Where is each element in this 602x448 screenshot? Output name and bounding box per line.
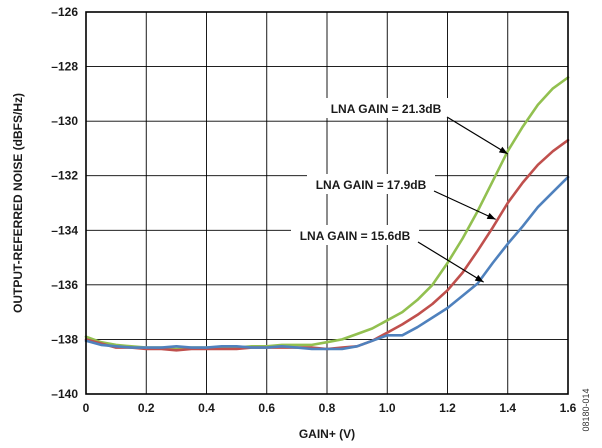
y-tick-label: –134 (51, 223, 78, 237)
annotation-label: LNA GAIN = 17.9dB (316, 178, 427, 192)
annotation-label: LNA GAIN = 15.6dB (300, 229, 411, 243)
x-tick-label: 0.8 (319, 401, 336, 415)
annotation-arrowhead (474, 274, 484, 283)
x-tick-label: 1.6 (560, 401, 577, 415)
y-tick-label: –132 (51, 169, 78, 183)
y-tick-label: –126 (51, 5, 78, 19)
annotation-background (322, 98, 450, 118)
plot-frame (85, 11, 569, 395)
x-tick-label: 1.4 (499, 401, 516, 415)
x-tick-label: 0.2 (138, 401, 155, 415)
annotation-background (307, 174, 435, 194)
annotation-arrow (446, 116, 509, 155)
x-tick-labels: 0 0.2 0.4 0.6 0.8 1.0 1.2 1.4 1.6 (83, 401, 577, 415)
y-tick-label: –138 (51, 332, 78, 346)
series-group (84, 76, 570, 352)
annotation-arrowhead (498, 146, 508, 154)
x-tick-label: 0 (83, 401, 90, 415)
x-tick-label: 0.6 (258, 401, 275, 415)
y-tick-labels: –140 –138 –136 –134 –132 –130 –128 –126 (51, 5, 78, 401)
y-tick-label: –136 (51, 278, 78, 292)
annotation-background (291, 225, 419, 245)
x-tick-label: 1.0 (379, 401, 396, 415)
annotation-label: LNA GAIN = 21.3dB (331, 102, 442, 116)
x-tick-label: 1.2 (439, 401, 456, 415)
figure-id: 08180-014 (581, 388, 591, 431)
annotations: LNA GAIN = 21.3dB LNA GAIN = 17.9dB LNA GA… (291, 98, 509, 283)
x-tick-label: 0.4 (198, 401, 215, 415)
y-tick-label: –128 (51, 60, 78, 74)
annotation-arrow (433, 190, 496, 220)
y-tick-label: –140 (51, 387, 78, 401)
y-tick-label: –130 (51, 114, 78, 128)
series-line-3 (84, 175, 570, 351)
y-axis-title: OUTPUT-REFERRED NOISE (dBFS/Hz) (11, 93, 25, 313)
annotation-arrowhead (486, 212, 496, 220)
annotation-arrow (417, 241, 484, 283)
x-axis-title: GAIN+ (V) (299, 427, 355, 441)
